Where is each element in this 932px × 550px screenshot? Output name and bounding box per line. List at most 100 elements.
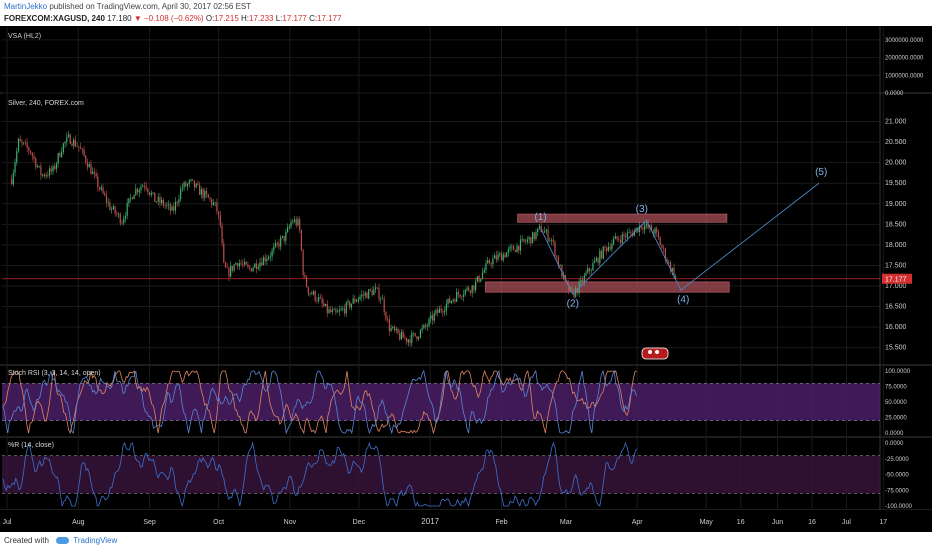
candle-body bbox=[133, 195, 135, 200]
candle-body bbox=[331, 310, 334, 313]
candle-body bbox=[149, 192, 151, 195]
candle-body bbox=[86, 162, 89, 168]
candle-body bbox=[35, 158, 37, 168]
candle-body bbox=[218, 211, 220, 216]
candle-body bbox=[11, 179, 13, 185]
tradingview-brand-link[interactable]: TradingView bbox=[73, 536, 118, 545]
candle-body bbox=[243, 261, 246, 265]
time-tick-label: 16 bbox=[737, 519, 745, 526]
candle-body bbox=[242, 264, 244, 265]
candle-body bbox=[635, 227, 637, 231]
candle-body bbox=[485, 263, 487, 270]
candle-body bbox=[28, 147, 30, 151]
candle-body bbox=[261, 262, 263, 266]
candle-body bbox=[104, 193, 106, 196]
candle-body bbox=[326, 304, 328, 313]
candle-body bbox=[233, 264, 235, 271]
candle-body bbox=[369, 289, 371, 291]
author-link[interactable]: MartinJekko bbox=[4, 2, 48, 11]
candle-body bbox=[613, 239, 615, 245]
candle-body bbox=[80, 147, 82, 149]
candle-body bbox=[152, 192, 154, 194]
candle-body bbox=[400, 331, 403, 340]
candle-body bbox=[169, 204, 171, 211]
candle-body bbox=[254, 263, 256, 268]
candle-body bbox=[292, 221, 294, 223]
candle-body bbox=[454, 299, 456, 302]
candle-body bbox=[324, 304, 327, 306]
time-tick-label: 16 bbox=[808, 519, 816, 526]
candle-body bbox=[245, 261, 247, 265]
candle-body bbox=[119, 213, 121, 224]
price-zone-box bbox=[485, 281, 730, 293]
candle-body bbox=[299, 219, 301, 230]
candle-body bbox=[238, 263, 240, 267]
candle-body bbox=[81, 148, 83, 150]
candle-body bbox=[112, 206, 114, 210]
candle-body bbox=[490, 263, 492, 265]
candle-body bbox=[252, 267, 254, 272]
candle-body bbox=[494, 255, 496, 259]
candle-body bbox=[19, 138, 21, 142]
candle-body bbox=[31, 153, 33, 157]
candle-body bbox=[178, 199, 180, 203]
chart-header: MartinJekko published on TradingView.com… bbox=[0, 0, 932, 26]
candle-body bbox=[459, 294, 461, 297]
ohlc-close-value: 17.177 bbox=[317, 14, 342, 23]
candle-body bbox=[107, 202, 109, 204]
symbol-name: FOREXCOM:XAGUSD, 240 bbox=[4, 14, 105, 23]
candle-body bbox=[171, 206, 173, 211]
candle-body bbox=[404, 337, 406, 339]
candle-body bbox=[316, 300, 318, 301]
footer: Created with TradingView bbox=[0, 532, 932, 550]
candle-body bbox=[366, 292, 368, 299]
candle-body bbox=[511, 246, 513, 248]
candle-body bbox=[452, 299, 454, 301]
candle-body bbox=[466, 287, 468, 290]
candle-body bbox=[33, 156, 35, 159]
candle-body bbox=[12, 172, 14, 185]
wave-label: (1) bbox=[534, 212, 546, 223]
last-price-tag bbox=[882, 273, 912, 284]
candle-body bbox=[83, 149, 85, 156]
candle-body bbox=[214, 202, 216, 204]
candle-body bbox=[468, 287, 470, 291]
candle-body bbox=[142, 185, 144, 187]
candle-body bbox=[186, 183, 189, 187]
candle-body bbox=[330, 309, 332, 313]
candle-body bbox=[24, 142, 26, 144]
candle-body bbox=[535, 232, 537, 239]
candle-body bbox=[666, 259, 668, 263]
candle-body bbox=[161, 199, 163, 203]
chart-canvas[interactable]: 3000000.0000 2000000.0000 1000000.0000 0.00… bbox=[0, 26, 932, 535]
candle-body bbox=[616, 236, 618, 240]
candle-body bbox=[449, 298, 451, 303]
candle-body bbox=[224, 262, 227, 268]
candle-body bbox=[135, 188, 137, 196]
candle-body bbox=[416, 336, 418, 340]
candle-body bbox=[349, 301, 351, 308]
candle-body bbox=[255, 263, 258, 269]
candle-body bbox=[40, 165, 42, 176]
price-tick-label: 20.000 bbox=[885, 160, 907, 167]
candle-body bbox=[29, 150, 32, 154]
candle-body bbox=[350, 303, 353, 308]
candle-body bbox=[176, 201, 178, 203]
candle-body bbox=[52, 166, 54, 172]
candle-body bbox=[462, 294, 465, 297]
candle-body bbox=[587, 268, 589, 273]
candle-body bbox=[471, 285, 473, 293]
candle-body bbox=[269, 256, 271, 258]
candle-body bbox=[381, 298, 384, 300]
candle-body bbox=[583, 275, 585, 283]
candle-body bbox=[300, 229, 302, 251]
candle-body bbox=[285, 232, 287, 241]
candle-body bbox=[359, 296, 361, 299]
candle-body bbox=[337, 311, 339, 313]
candle-body bbox=[45, 175, 47, 177]
wave-label: (5) bbox=[815, 167, 827, 178]
ohlc-high-value: 17.233 bbox=[249, 14, 274, 23]
candle-body bbox=[621, 234, 623, 243]
candle-body bbox=[659, 237, 661, 246]
candle-body bbox=[109, 202, 111, 210]
